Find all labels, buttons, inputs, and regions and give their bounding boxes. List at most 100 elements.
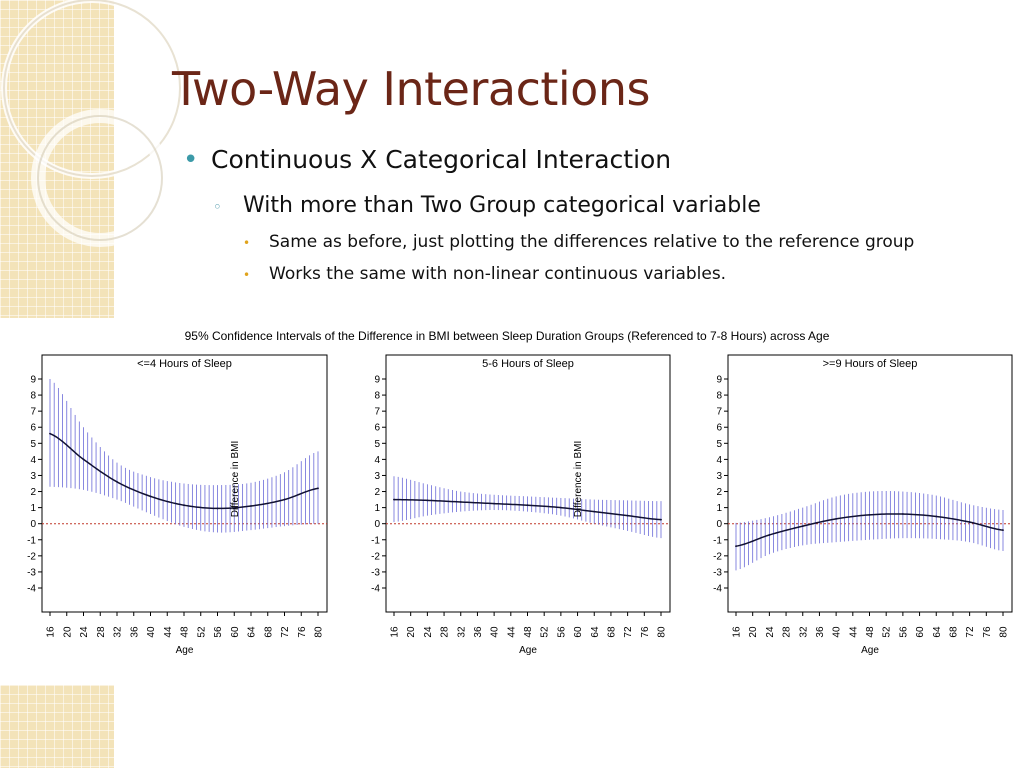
x-tick-label: 40 (490, 626, 501, 638)
y-tick-label: -3 (27, 567, 36, 578)
y-tick-label: -3 (371, 567, 380, 578)
data-point (149, 495, 152, 498)
plot-frame (385, 354, 671, 613)
data-point (250, 505, 252, 507)
x-tick-label: 60 (230, 626, 241, 638)
y-tick-label: -2 (713, 551, 722, 562)
bullet-level2-text: With more than Two Group categorical var… (243, 193, 761, 218)
x-tick-label: 64 (247, 626, 258, 638)
x-tick-label: 64 (932, 626, 943, 638)
x-tick-label: 16 (46, 626, 57, 638)
x-tick-label: 20 (62, 626, 73, 638)
y-tick-label: 1 (716, 503, 722, 514)
bullet-level2: ◦ With more than Two Group categorical va… (213, 193, 761, 218)
y-tick-label: 2 (30, 487, 36, 498)
x-tick-label: 52 (882, 626, 893, 638)
bullet-level1: • Continuous X Categorical Interaction (183, 145, 671, 175)
y-tick-label: 9 (716, 375, 722, 386)
x-tick-label: 68 (606, 626, 617, 638)
chart-panel: >=9 Hours of Sleep -4 -3 -2 -1 0 1 2 3 4 56 7 8 9 16 20… (713, 354, 1013, 656)
data-point (283, 498, 286, 501)
y-tick-label: -4 (713, 584, 722, 595)
y-tick-label: 6 (374, 423, 380, 434)
y-tick-label: 7 (716, 407, 722, 418)
data-point (116, 480, 118, 483)
y-tick-label: -2 (27, 551, 36, 562)
data-point (593, 510, 596, 513)
y-tick-label: 8 (30, 391, 36, 402)
data-point (82, 458, 85, 461)
x-tick-label: 32 (113, 626, 124, 638)
plot-frame (727, 354, 1013, 613)
x-tick-label: 60 (573, 626, 584, 638)
y-tick-label: -4 (371, 584, 380, 595)
slide-title: Two-Way Interactions (172, 62, 650, 116)
x-tick-label: 44 (163, 626, 174, 638)
data-point (935, 515, 938, 518)
x-tick-label: 72 (623, 626, 634, 638)
y-tick-label: 2 (374, 487, 380, 498)
y-tick-label: -3 (713, 567, 722, 578)
y-tick-label: 9 (374, 375, 380, 386)
bullet-ring-icon: ◦ (213, 198, 222, 216)
x-tick-label: 68 (263, 626, 274, 638)
y-tick-label: 1 (30, 503, 36, 514)
x-tick-label: 36 (129, 626, 140, 638)
x-tick-label: 44 (848, 626, 859, 638)
decorative-rings (1, 0, 183, 247)
x-tick-label: 44 (506, 626, 517, 638)
y-tick-label: 3 (716, 471, 722, 482)
y-tick-label: 8 (716, 391, 722, 402)
x-tick-label: 52 (540, 626, 551, 638)
x-tick-label: 32 (456, 626, 467, 638)
x-tick-label: 48 (180, 626, 191, 638)
data-point (317, 487, 319, 490)
data-point (868, 513, 871, 516)
x-tick-label: 80 (314, 626, 325, 638)
bullet-level3-item: • Works the same with non-linear continuo… (243, 264, 726, 284)
data-point (559, 506, 562, 509)
data-point (968, 521, 971, 523)
y-tick-label: 1 (374, 503, 380, 514)
data-point (901, 513, 904, 515)
data-point (835, 517, 838, 520)
x-tick-label: 24 (765, 626, 776, 638)
x-tick-label: 16 (732, 626, 743, 638)
x-tick-label: 72 (965, 626, 976, 638)
x-tick-label: 56 (898, 626, 909, 638)
x-tick-label: 76 (640, 626, 651, 638)
bullet-small-dot-icon: • (243, 268, 251, 282)
x-tick-label: 20 (748, 626, 759, 638)
y-tick-label: 0 (716, 519, 722, 530)
decorative-left-panel (0, 0, 114, 318)
y-tick-label: 4 (30, 455, 36, 466)
panel-title: 5-6 Hours of Sleep (482, 358, 574, 370)
y-axis-label: Difference in BMI (230, 441, 241, 518)
y-tick-label: 6 (30, 423, 36, 434)
data-point (393, 498, 395, 501)
x-tick-label: 80 (657, 626, 668, 638)
x-tick-label: 40 (832, 626, 843, 638)
data-point (493, 502, 496, 505)
y-tick-label: 4 (716, 455, 722, 466)
y-axis-label: Difference in BMI (573, 441, 584, 518)
x-tick-label: 20 (406, 626, 417, 638)
data-point (1002, 529, 1004, 532)
x-tick-label: 28 (440, 626, 451, 638)
y-tick-label: -1 (713, 535, 722, 546)
x-tick-label: 68 (948, 626, 959, 638)
y-tick-label: 5 (30, 439, 36, 450)
x-tick-label: 60 (915, 626, 926, 638)
y-tick-label: 5 (374, 439, 380, 450)
y-tick-label: -1 (27, 535, 36, 546)
x-axis-label: Age (176, 645, 194, 656)
ci-figure: 95% Confidence Intervals of the Differen… (27, 329, 1013, 656)
panel-title: >=9 Hours of Sleep (823, 358, 918, 370)
y-tick-label: 6 (716, 423, 722, 434)
y-tick-label: 2 (716, 487, 722, 498)
x-tick-label: 28 (96, 626, 107, 638)
y-tick-label: 9 (30, 375, 36, 386)
x-tick-label: 48 (523, 626, 534, 638)
x-tick-label: 56 (556, 626, 567, 638)
